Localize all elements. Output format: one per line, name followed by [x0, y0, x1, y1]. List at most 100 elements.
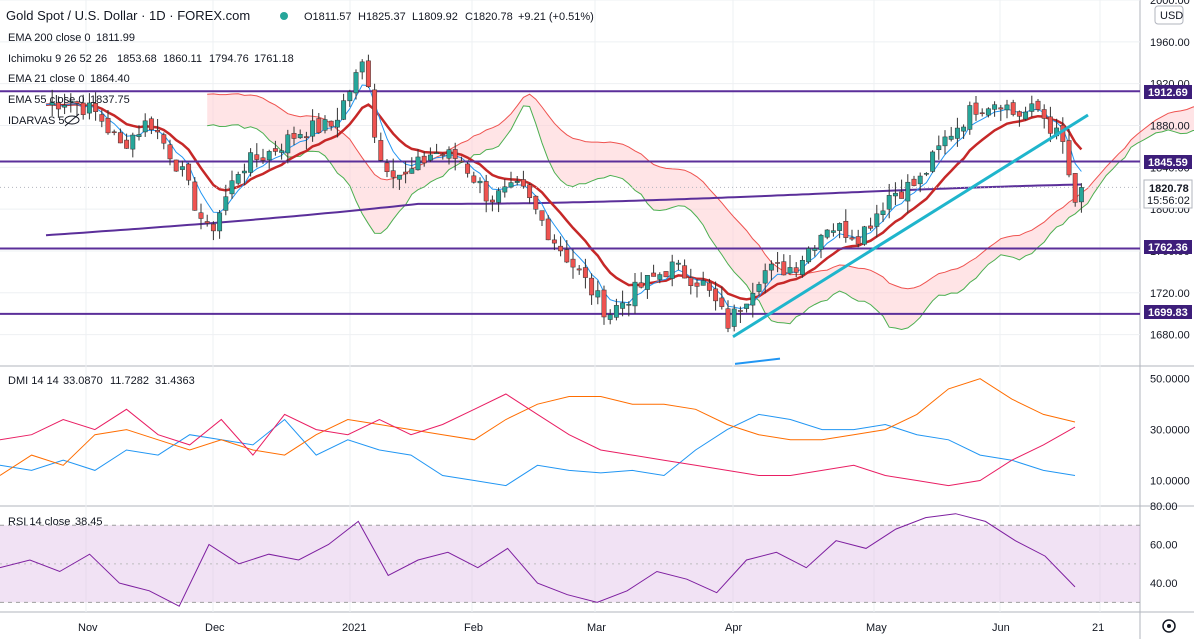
candle-body: [496, 190, 502, 203]
eye-hidden-icon[interactable]: [64, 113, 80, 127]
header-legend: Gold Spot / U.S. Dollar · 1D · FOREX.com…: [6, 8, 594, 127]
candle-body: [564, 249, 570, 263]
candle-body: [1029, 103, 1035, 112]
candle-body: [136, 134, 142, 137]
candle-body: [179, 166, 185, 170]
candle-body: [669, 261, 675, 279]
candle-body: [700, 280, 706, 286]
candle-body: [607, 314, 613, 320]
candle-body: [260, 157, 266, 161]
rsi-layer: [0, 513, 1140, 607]
dmi-series-line: [0, 378, 1076, 476]
candle-body: [942, 136, 948, 147]
candle-body: [762, 270, 768, 284]
candle-body: [198, 212, 204, 219]
symbol-title: Gold Spot / U.S. Dollar · 1D · FOREX.com: [6, 8, 250, 23]
candle-body: [533, 195, 539, 210]
candle-body: [279, 150, 285, 153]
candle-body: [694, 282, 700, 287]
candle-body: [68, 100, 74, 103]
candle-body: [303, 136, 309, 139]
candle-body: [378, 140, 384, 161]
candle-body: [384, 162, 390, 172]
time-tick-label: May: [866, 622, 887, 634]
candle-body: [291, 132, 297, 139]
price-tick-label: 1960.00: [1150, 37, 1190, 49]
ohlc-low: L1809.92: [412, 11, 458, 23]
darvas-label: IDARVAS 5: [8, 115, 64, 127]
candle-body: [396, 174, 402, 180]
candle-body: [843, 220, 849, 238]
candle-body: [775, 262, 781, 264]
candle-body: [632, 281, 638, 307]
time-tick-label: 2021: [342, 622, 366, 634]
ema21-label: EMA 21 close 0: [8, 73, 84, 85]
candle-body: [186, 163, 192, 181]
dmi-plus-value: 33.0870: [63, 375, 103, 387]
ema55-value: 1837.75: [90, 94, 130, 106]
candle-body: [285, 134, 291, 154]
dmi-tick-label: 50.0000: [1150, 374, 1190, 386]
candle-body: [465, 163, 471, 174]
candle-body: [657, 274, 663, 280]
adx-value: 31.4363: [155, 375, 195, 387]
candles-layer: [49, 54, 1084, 333]
candle-body: [86, 102, 92, 114]
candle-body: [297, 134, 303, 139]
time-tick-label: Mar: [587, 622, 606, 634]
candle-body: [818, 234, 824, 250]
level-1912-label: 1912.69: [1148, 87, 1188, 99]
candle-body: [477, 180, 483, 184]
candle-body: [452, 149, 458, 159]
candle-body: [855, 236, 861, 245]
time-tick-label: Nov: [78, 622, 98, 634]
settings-gear-icon[interactable]: [1162, 619, 1176, 633]
ohlc-open: O1811.57: [304, 11, 352, 23]
candle-body: [799, 260, 805, 275]
candle-body: [235, 174, 241, 184]
candle-body: [241, 170, 247, 174]
candle-body: [768, 263, 774, 271]
candle-body: [334, 119, 340, 128]
candle-body: [923, 173, 929, 175]
candle-body: [167, 144, 173, 160]
candle-body: [731, 308, 737, 327]
candle-body: [93, 103, 99, 112]
rsi-tick-label: 60.00: [1150, 540, 1178, 552]
dmi-layer: [0, 378, 1076, 487]
candle-body: [471, 175, 477, 183]
level-badge-1699: 1699.83: [1144, 305, 1192, 319]
trendline-layer[interactable]: [732, 113, 1089, 365]
last-price-label: 1820.78: [1149, 183, 1189, 195]
candle-body: [589, 277, 595, 296]
candle-body: [341, 100, 347, 120]
candle-body: [1047, 116, 1053, 134]
candle-body: [892, 192, 898, 197]
candle-body: [502, 186, 508, 193]
candle-body: [570, 258, 576, 268]
time-tick-label: Feb: [464, 622, 483, 634]
candle-body: [595, 290, 601, 298]
candle-body: [347, 91, 353, 102]
candle-body: [55, 102, 61, 110]
candle-body: [781, 261, 787, 276]
candle-body: [905, 181, 911, 202]
last-price-badge: 1820.78 15:56:02: [1143, 179, 1193, 209]
candle-body: [998, 107, 1004, 110]
candle-body: [372, 89, 378, 138]
candle-body: [688, 277, 694, 286]
currency-badge[interactable]: USD: [1154, 5, 1184, 25]
candle-body: [359, 61, 365, 73]
candle-body: [675, 262, 681, 265]
candle-body: [458, 160, 464, 163]
candle-body: [601, 289, 607, 318]
candle-body: [403, 171, 409, 175]
dmi-series-line: [0, 393, 1076, 487]
candle-body: [192, 181, 198, 211]
candle-body: [545, 218, 551, 241]
candle-body: [161, 134, 167, 144]
candle-body: [440, 154, 446, 156]
rsi-label: RSI 14 close: [8, 516, 70, 528]
dmi-label: DMI 14 14: [8, 375, 59, 387]
